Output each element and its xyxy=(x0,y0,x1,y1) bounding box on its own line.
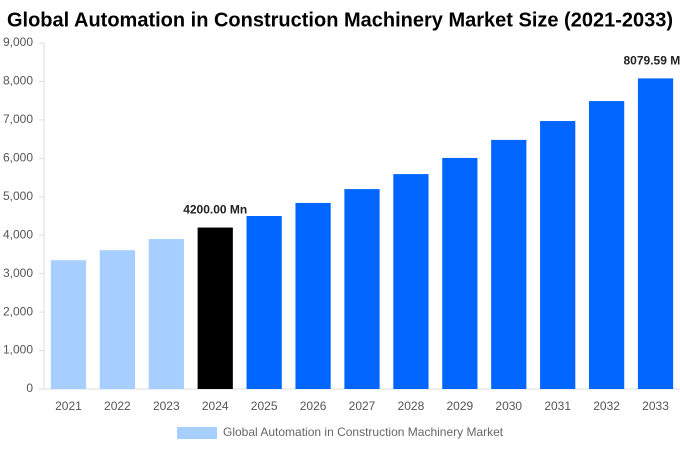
legend-swatch xyxy=(177,427,217,439)
x-tick-label: 2021 xyxy=(55,399,82,413)
y-tick-label: 4,000 xyxy=(3,227,33,241)
bar xyxy=(197,227,233,389)
value-label: 8079.59 Mn xyxy=(624,54,680,68)
bar xyxy=(295,202,331,389)
bar xyxy=(393,174,429,389)
bar xyxy=(540,121,576,389)
y-tick-label: 8,000 xyxy=(3,74,33,88)
x-tick-label: 2028 xyxy=(398,399,425,413)
value-label: 4200.00 Mn xyxy=(183,203,247,217)
y-tick-label: 0 xyxy=(26,381,33,395)
y-tick-label: 9,000 xyxy=(3,35,33,49)
bar xyxy=(246,216,282,389)
bar xyxy=(637,78,674,390)
x-tick-label: 2027 xyxy=(349,399,376,413)
x-tick-label: 2026 xyxy=(300,399,327,413)
x-tick-label: 2031 xyxy=(544,399,571,413)
x-tick-label: 2033 xyxy=(642,399,669,413)
bar xyxy=(50,260,87,389)
y-tick-label: 5,000 xyxy=(3,189,33,203)
y-tick-label: 1,000 xyxy=(3,343,33,357)
bar xyxy=(344,189,380,389)
bar xyxy=(589,101,625,389)
x-tick-label: 2022 xyxy=(104,399,131,413)
y-tick-label: 7,000 xyxy=(3,112,33,126)
y-tick-label: 6,000 xyxy=(3,151,33,165)
x-tick-label: 2023 xyxy=(153,399,180,413)
x-tick-label: 2032 xyxy=(593,399,620,413)
bar xyxy=(491,139,527,389)
bar xyxy=(442,157,478,389)
x-tick-label: 2029 xyxy=(446,399,473,413)
x-tick-label: 2030 xyxy=(495,399,522,413)
x-tick-label: 2025 xyxy=(251,399,278,413)
bar xyxy=(148,239,184,389)
y-tick-label: 2,000 xyxy=(3,304,33,318)
chart-title: Global Automation in Construction Machin… xyxy=(7,9,673,31)
x-tick-label: 2024 xyxy=(202,399,229,413)
legend-label: Global Automation in Construction Machin… xyxy=(223,425,504,439)
bar xyxy=(99,250,135,389)
y-tick-label: 3,000 xyxy=(3,266,33,280)
